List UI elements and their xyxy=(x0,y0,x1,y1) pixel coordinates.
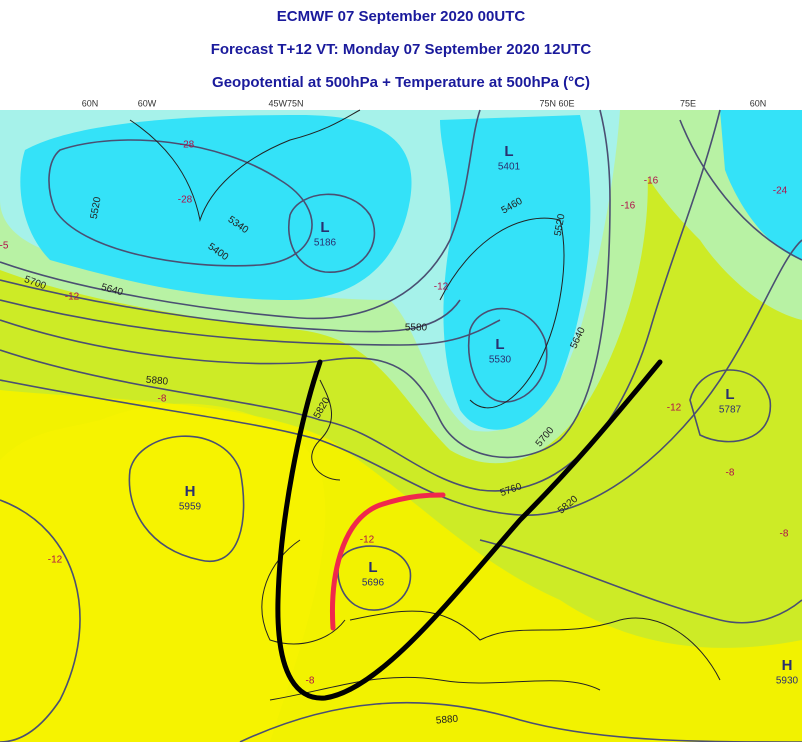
temperature-label: -16 xyxy=(621,201,636,212)
contour-line xyxy=(0,239,802,516)
contour-line xyxy=(479,539,802,624)
contour-line xyxy=(128,435,245,563)
coastline xyxy=(129,109,361,222)
coastlines xyxy=(129,109,721,701)
contour-line xyxy=(689,369,771,443)
contours xyxy=(0,109,802,742)
yellow-zone xyxy=(0,403,326,742)
trough-axis xyxy=(275,359,663,701)
center-symbol: L xyxy=(368,559,377,576)
contour-line xyxy=(48,139,313,267)
jet-streak xyxy=(330,492,446,631)
contour-line xyxy=(679,119,802,261)
header: ECMWF 07 September 2020 00UTC Forecast T… xyxy=(0,0,802,110)
temperature-label: -28 xyxy=(180,140,195,151)
longitude-label: 75N 60E xyxy=(539,98,574,108)
center-value: 5530 xyxy=(489,355,512,366)
title: ECMWF 07 September 2020 00UTC xyxy=(276,8,526,25)
center-value: 5401 xyxy=(498,162,521,173)
cyan-zone xyxy=(20,115,412,300)
temperature-label: -8 xyxy=(726,468,735,479)
center-symbol: L xyxy=(504,143,513,160)
longitude-label: 75E xyxy=(680,98,696,108)
temperature-label: -12 xyxy=(48,555,63,566)
contour-line xyxy=(0,109,611,459)
contour-label: 5580 xyxy=(405,323,428,334)
temperature-label: -12 xyxy=(667,403,682,414)
contour-label: 5880 xyxy=(435,714,459,727)
longitude-label: 60N xyxy=(82,98,99,108)
coastline xyxy=(439,217,565,409)
contour-line xyxy=(337,545,412,611)
temperature-label: -8 xyxy=(780,529,789,540)
contour-label: 5880 xyxy=(145,375,169,388)
center-symbol: H xyxy=(782,657,793,674)
longitude-label: 60N xyxy=(750,98,767,108)
cyan-zone xyxy=(440,115,591,430)
center-value: 5930 xyxy=(776,676,799,687)
temperature-label: -12 xyxy=(65,292,80,303)
center-symbol: L xyxy=(495,336,504,353)
longitude-label: 45W75N xyxy=(268,98,303,108)
subtitle: Forecast T+12 VT: Monday 07 September 20… xyxy=(210,41,592,58)
contour-line xyxy=(239,701,802,742)
center-symbol: L xyxy=(320,219,329,236)
contour-line xyxy=(0,279,461,333)
cyan-zone xyxy=(720,110,802,260)
center-value: 5787 xyxy=(719,405,742,416)
temperature-label: -24 xyxy=(773,186,788,197)
temperature-label: -28 xyxy=(178,195,193,206)
longitude-label: 60W xyxy=(138,98,157,108)
temperature-label: -16 xyxy=(644,176,659,187)
coastline xyxy=(349,610,721,681)
contour-line xyxy=(0,109,481,320)
contour-line xyxy=(0,109,721,492)
center-value: 5186 xyxy=(314,238,337,249)
coastline xyxy=(269,676,601,701)
temperature-label: -12 xyxy=(434,282,449,293)
temperature-label: -8 xyxy=(306,676,315,687)
contour-line xyxy=(0,499,81,742)
temperature-label: -12 xyxy=(360,535,375,546)
field-title: Geopotential at 500hPa + Temperature at … xyxy=(212,74,590,91)
contour-line xyxy=(467,307,548,403)
temperature-label: -5 xyxy=(0,241,9,252)
center-symbol: L xyxy=(725,386,734,403)
labels: 60N 60W 45W75N 75N 60E 75E 60N L 5401 L 5186 L 5530… xyxy=(0,98,799,726)
contour-label: 5520 xyxy=(89,196,104,220)
center-value: 5959 xyxy=(179,502,202,513)
contour-label: 5520 xyxy=(553,213,568,237)
center-value: 5696 xyxy=(362,578,385,589)
temperature-label: -8 xyxy=(158,394,167,405)
center-symbol: H xyxy=(185,483,196,500)
